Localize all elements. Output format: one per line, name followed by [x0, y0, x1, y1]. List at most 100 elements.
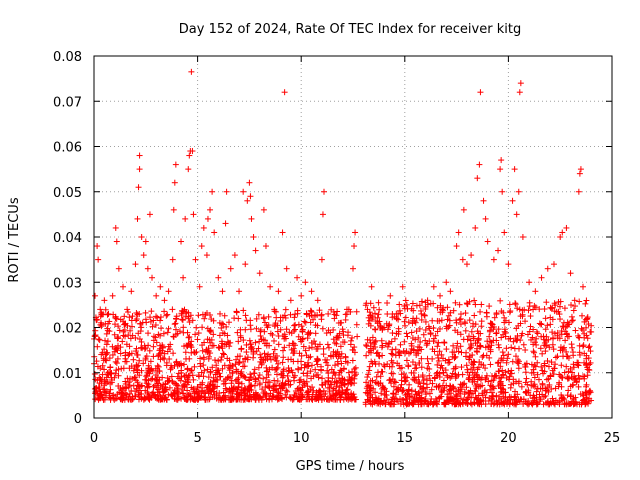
data-point-band [148, 390, 155, 397]
data-point [153, 292, 160, 299]
data-point-band [427, 377, 434, 384]
data-point [203, 252, 210, 259]
data-point [447, 288, 454, 295]
data-point-band [308, 339, 315, 346]
data-point-band [528, 382, 535, 389]
data-point-band [215, 344, 222, 351]
data-point-band [320, 345, 327, 352]
data-point-band [248, 346, 255, 353]
data-point-band [100, 386, 107, 393]
data-point-band [241, 363, 248, 370]
data-point-band [550, 346, 557, 353]
data-point-band [333, 379, 340, 386]
data-point-band [427, 300, 434, 307]
data-point-band [493, 330, 500, 337]
data-point [170, 206, 177, 213]
data-point-band [475, 335, 482, 342]
y-tick-label: 0.01 [53, 367, 82, 382]
data-point-band [206, 327, 213, 334]
data-point [109, 292, 116, 299]
data-point-band [109, 351, 116, 358]
data-point-band [407, 349, 414, 356]
data-point-band [490, 393, 497, 400]
data-point-band [349, 357, 356, 364]
data-point-band [426, 325, 433, 332]
data-point-band [578, 399, 585, 406]
data-point-band [116, 327, 123, 334]
data-point-band [184, 329, 191, 336]
data-point-band [104, 327, 111, 334]
data-point-band [429, 380, 436, 387]
data-point-band [117, 344, 124, 351]
data-point-band [182, 378, 189, 385]
data-point-band [147, 318, 154, 325]
data-point-band [531, 349, 538, 356]
data-point-band [305, 359, 312, 366]
data-point-band [172, 326, 179, 333]
data-point [430, 283, 437, 290]
data-point-band [422, 326, 429, 333]
data-point-band [316, 307, 323, 314]
data-point-band [117, 385, 124, 392]
data-point-band [155, 352, 162, 359]
data-point-band [246, 376, 253, 383]
data-point-band [584, 366, 591, 373]
data-point-band [487, 338, 494, 345]
data-point-band [558, 394, 565, 401]
data-point-band [334, 358, 341, 365]
data-point-band [467, 344, 474, 351]
data-point-band [372, 344, 379, 351]
data-point-band [339, 387, 346, 394]
data-point-band [138, 367, 145, 374]
data-point-band [445, 359, 452, 366]
data-point-band [104, 338, 111, 345]
data-point-band [282, 335, 289, 342]
data-point-band [557, 303, 564, 310]
data-point-band [309, 391, 316, 398]
data-point-band [410, 370, 417, 377]
data-point-band [320, 351, 327, 358]
data-point-band [463, 384, 470, 391]
data-point-band [118, 365, 125, 372]
data-point-band [91, 370, 98, 377]
data-point-band [395, 311, 402, 318]
data-point [399, 283, 406, 290]
data-point-band [340, 365, 347, 372]
data-point-band [468, 360, 475, 367]
data-point-band [522, 389, 529, 396]
data-point-band [314, 361, 321, 368]
data-point [215, 274, 222, 281]
data-point-band [351, 344, 358, 351]
data-point-band [342, 353, 349, 360]
data-point [319, 211, 326, 218]
data-point-band [287, 395, 294, 402]
data-point-band [345, 396, 352, 403]
data-point-band [462, 327, 469, 334]
data-point-band [322, 390, 329, 397]
data-point-band [152, 334, 159, 341]
data-point-band [529, 334, 536, 341]
data-point-band [263, 340, 270, 347]
data-point-band [195, 312, 202, 319]
data-point-band [427, 400, 434, 407]
data-point-band [585, 344, 592, 351]
data-point-band [171, 395, 178, 402]
data-point-band [106, 318, 113, 325]
data-point-band [396, 307, 403, 314]
data-point [97, 306, 104, 313]
data-point-band [389, 376, 396, 383]
data-point-band [389, 394, 396, 401]
data-point-band [503, 345, 510, 352]
data-point-band [197, 360, 204, 367]
data-point-band [95, 336, 102, 343]
data-point-band [314, 395, 321, 402]
data-point-band [384, 326, 391, 333]
data-point-band [185, 334, 192, 341]
data-point-band [448, 373, 455, 380]
data-point-band [234, 329, 241, 336]
data-point-band [172, 320, 179, 327]
data-point-band [389, 359, 396, 366]
data-point-band [562, 328, 569, 335]
data-point-band [126, 350, 133, 357]
